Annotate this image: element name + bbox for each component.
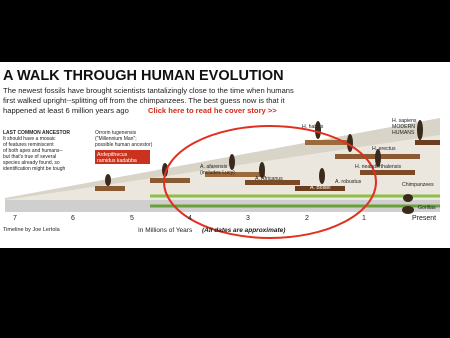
species-bar [295, 186, 345, 191]
intro-line: The newest fossils have brought scientis… [3, 86, 294, 95]
species-label: Ardepithecus [97, 152, 128, 158]
cover-story-link[interactable]: Click here to read he cover story >> [148, 106, 277, 115]
axis-label: 6 [71, 215, 75, 222]
species-bar [415, 140, 440, 145]
note-line: species already found, so [3, 160, 60, 166]
label-box [95, 150, 150, 164]
axis-label: 2 [305, 215, 309, 222]
note-line: but that's true of several [3, 154, 56, 160]
axis-label: 5 [130, 215, 134, 222]
species-bar [95, 186, 125, 191]
note-line: Orrorin tugenensis [95, 130, 137, 136]
axis-note: (All dates are approximate) [202, 227, 285, 234]
species-bar [245, 180, 300, 185]
species-label: A. afarensis [200, 164, 228, 170]
species-bar [150, 178, 190, 183]
species-bar [305, 140, 350, 145]
title: A WALK THROUGH HUMAN EVOLUTION [3, 68, 284, 84]
species-label: A. Boisei [310, 185, 330, 191]
note-line: of features reminiscent [3, 142, 54, 148]
species-label: H. habilis [302, 124, 324, 130]
figures [105, 120, 423, 214]
species-label: A. Africanus [255, 176, 283, 182]
species-label: (includes Lucy) [200, 170, 235, 176]
species-label: MODERN [392, 124, 415, 130]
axis-label: 4 [188, 215, 192, 222]
note-line: LAST COMMON ANCESTOR [3, 130, 70, 136]
axis-label: 3 [246, 215, 250, 222]
species-label: Chimpanzees [402, 182, 434, 188]
species-bar [205, 172, 265, 177]
note-line: of both apes and humans-- [3, 148, 63, 154]
credit: Timeline by Joe Lertola [3, 227, 61, 233]
species-label: ramidus kadabba [97, 158, 137, 164]
species-bar [360, 170, 415, 175]
species-label: A. robustus [335, 179, 362, 185]
note-line: It should have a mosaic [3, 136, 56, 142]
highlight-ellipse [163, 125, 377, 239]
note-line: possible human ancestor) [95, 142, 153, 148]
axis-label: Present [412, 215, 436, 222]
intro-line: happened at least 6 million years ago [3, 106, 129, 115]
note-line: identification might be tough [3, 166, 65, 172]
species-label: H. sapiens [392, 118, 417, 124]
species-label: Gorillas [418, 205, 436, 211]
species-label: H. neanderthalensis [355, 164, 402, 170]
species-label: HUMANS [392, 130, 415, 136]
axis-label: 7 [13, 215, 17, 222]
axis-title: In Millions of Years [138, 227, 193, 234]
species-label: H. erectus [372, 146, 396, 152]
axis-label: 1 [362, 215, 366, 222]
note-line: ("Millennium Man"; [95, 136, 137, 142]
intro-line: first walked upright--splitting off from… [3, 96, 286, 105]
